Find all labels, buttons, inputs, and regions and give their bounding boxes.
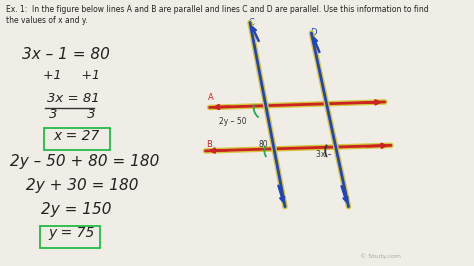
Text: 3x – 1: 3x – 1: [316, 150, 338, 159]
Text: 3x – 1 = 80: 3x – 1 = 80: [22, 47, 110, 61]
Text: 3       3: 3 3: [49, 108, 95, 121]
Text: the values of x and y.: the values of x and y.: [6, 16, 87, 25]
Text: 2y + 30 = 180: 2y + 30 = 180: [26, 178, 138, 193]
Text: © Study.com: © Study.com: [360, 254, 401, 259]
Text: A: A: [209, 93, 214, 102]
Text: +1     +1: +1 +1: [43, 69, 100, 82]
Text: B: B: [206, 140, 212, 148]
Text: 2y = 150: 2y = 150: [41, 202, 111, 217]
Text: 2y – 50: 2y – 50: [219, 117, 246, 126]
Text: 2y – 50 + 80 = 180: 2y – 50 + 80 = 180: [9, 155, 159, 169]
Text: y = 75: y = 75: [49, 226, 95, 240]
Text: Ex. 1:  In the figure below lines A and B are parallel and lines C and D are par: Ex. 1: In the figure below lines A and B…: [6, 5, 428, 14]
Text: 3x = 81: 3x = 81: [47, 92, 100, 105]
Text: x = 27: x = 27: [53, 129, 99, 143]
Text: D: D: [310, 28, 316, 37]
Text: C: C: [249, 18, 255, 27]
Text: 80: 80: [258, 140, 268, 149]
